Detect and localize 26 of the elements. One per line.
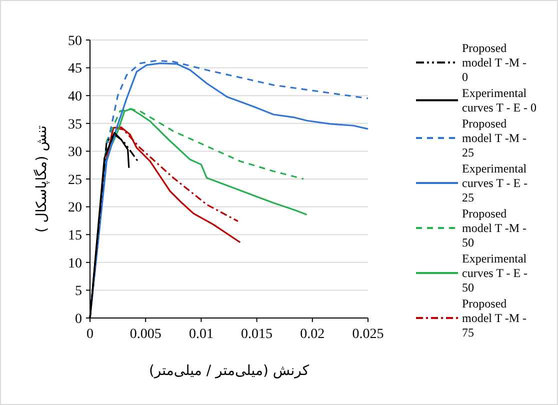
y-tick-label: 20: [68, 200, 82, 216]
x-axis-title: کرنش (میلی‌متر / میلی‌متر): [148, 363, 310, 379]
x-tick-label: 0: [86, 327, 94, 342]
legend-label: Experimental curves T - E - 50: [462, 252, 531, 294]
legend-label: Proposed model T -M - 25: [462, 116, 530, 160]
y-tick-label: 30: [68, 145, 82, 160]
legend-label: Proposed model T -M - 75: [462, 296, 530, 340]
y-tick-label: 35: [68, 117, 82, 132]
y-tick-label: 40: [68, 90, 82, 104]
x-tick-label: 0.01: [188, 327, 214, 342]
y-axis-title: تنش (مگاپاسکال ): [33, 125, 50, 233]
y-tick-label: 15: [68, 228, 82, 244]
x-tick-label: 0.015: [241, 327, 273, 342]
legend-label: Experimental curves T - E - 25: [462, 162, 531, 204]
x-tick-label: 0.025: [352, 327, 384, 342]
x-tick-label: 0.005: [130, 327, 162, 342]
x-tick-label: 0.02: [300, 327, 325, 342]
y-tick-label: 25: [68, 172, 82, 188]
legend-label: Proposed model T -M - 0: [462, 41, 530, 84]
y-tick-label: 10: [68, 256, 82, 272]
y-tick-label: 5: [75, 284, 82, 300]
legend-label: Proposed model T -M - 50: [462, 206, 530, 250]
y-tick-label: 0: [75, 312, 82, 327]
y-tick-label: 45: [68, 62, 82, 77]
y-tick-label: 50: [68, 34, 82, 49]
legend-label: Experimental curves T - E - 0: [462, 86, 537, 114]
